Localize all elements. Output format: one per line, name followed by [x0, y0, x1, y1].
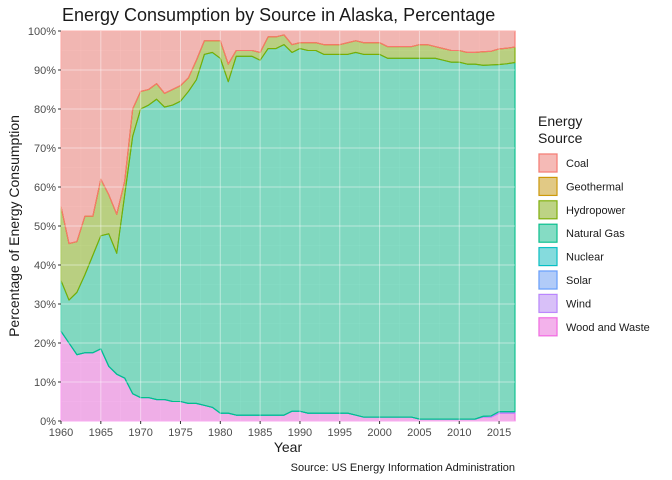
- x-tick-label: 1960: [49, 427, 73, 439]
- y-tick-label: 100%: [28, 26, 56, 38]
- legend-key-bg: [538, 176, 558, 197]
- x-tick-label: 1980: [208, 427, 232, 439]
- legend-label-wind: Wind: [566, 298, 591, 310]
- x-tick-label: 1970: [128, 427, 152, 439]
- x-tick-label: 1985: [248, 427, 272, 439]
- y-tick-label: 80%: [34, 104, 56, 116]
- x-tick-label: 2010: [447, 427, 471, 439]
- legend-key-bg: [538, 316, 558, 337]
- x-tick-label: 1975: [168, 427, 192, 439]
- legend-key-solar: [538, 270, 558, 290]
- legend-key-bg: [538, 223, 558, 244]
- legend-key-bg: [538, 293, 558, 314]
- legend-key-coal: [538, 153, 558, 173]
- x-tick-label: 1995: [328, 427, 352, 439]
- legend-title: Energy: [538, 113, 582, 129]
- x-tick-label: 2005: [407, 427, 431, 439]
- area-coal: [60, 30, 516, 245]
- y-tick-label: 20%: [34, 338, 56, 350]
- x-axis-title: Year: [274, 439, 303, 455]
- x-tick-label: 2000: [367, 427, 391, 439]
- legend-label-nuclear: Nuclear: [566, 252, 604, 264]
- legend-key-wind: [538, 293, 558, 313]
- legend-key-nuclear: [538, 247, 558, 267]
- x-tick-label: 2015: [487, 427, 511, 439]
- x-tick-label: 1965: [89, 427, 113, 439]
- legend-label-geothermal: Geothermal: [566, 181, 623, 193]
- legend-key-hydropower: [538, 200, 558, 220]
- x-axis-ticks: 1960 1965 1970 1975 1980 1985 1990 1995 2000 2005…: [49, 421, 511, 439]
- y-tick-label: 0%: [40, 416, 56, 428]
- x-tick-label: 1990: [288, 427, 312, 439]
- legend-title: Source: [538, 130, 583, 146]
- legend-key-geothermal: [538, 176, 558, 196]
- legend-label-solar: Solar: [566, 275, 592, 287]
- chart-title: Energy Consumption by Source in Alaska, …: [62, 5, 495, 25]
- y-tick-label: 70%: [34, 143, 56, 155]
- y-tick-label: 90%: [34, 65, 56, 77]
- legend-label-coal: Coal: [566, 158, 589, 170]
- y-tick-label: 10%: [34, 377, 56, 389]
- legend-key-wood-and-waste: [538, 317, 558, 337]
- chart-caption: Source: US Energy Information Administra…: [291, 462, 515, 474]
- legend-key-bg: [538, 199, 558, 220]
- minor-grid: [61, 31, 515, 421]
- legend-key-bg: [538, 246, 558, 267]
- legend-label-natural-gas: Natural Gas: [566, 228, 625, 240]
- major-grid: [60, 30, 515, 422]
- stacked-areas: [60, 30, 516, 422]
- legend-label-wood-and-waste: Wood and Waste: [566, 322, 650, 334]
- legend-key-bg: [538, 270, 558, 290]
- y-tick-label: 30%: [34, 299, 56, 311]
- y-tick-label: 50%: [34, 221, 56, 233]
- legend-key-natural-gas: [538, 223, 558, 243]
- y-tick-label: 60%: [34, 182, 56, 194]
- y-axis-title: Percentage of Energy Consumption: [6, 115, 22, 337]
- legend-label-hydropower: Hydropower: [566, 205, 626, 217]
- y-axis-ticks: 0% 10% 20% 30% 40% 50% 60% 70% 80% 90% 100%: [28, 26, 61, 428]
- y-tick-label: 40%: [34, 260, 56, 272]
- legend-key-bg: [538, 153, 558, 173]
